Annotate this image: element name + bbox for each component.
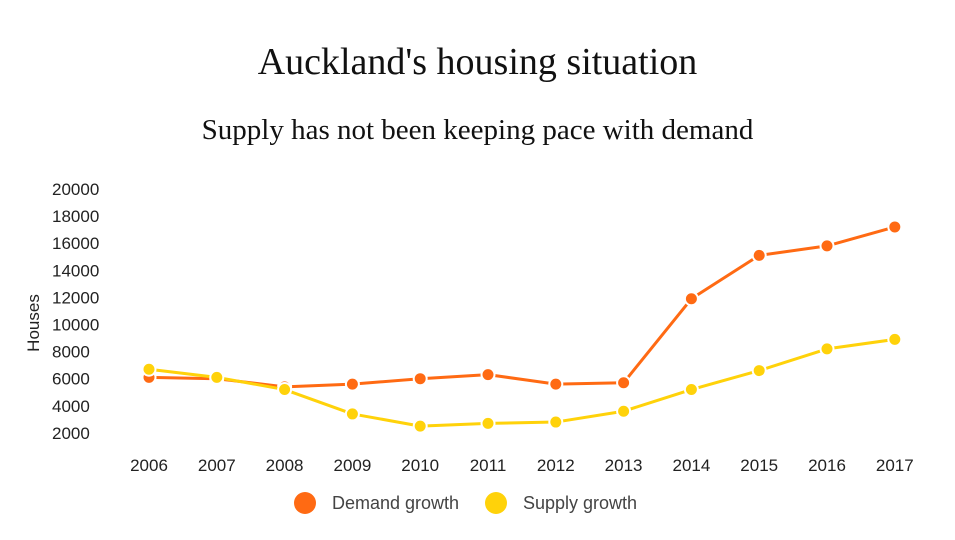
- data-point: [209, 369, 225, 385]
- data-point: [412, 371, 428, 387]
- data-point: [344, 406, 360, 422]
- data-point: [344, 376, 360, 392]
- y-tick-label: 10000: [52, 316, 99, 335]
- chart-subtitle: Supply has not been keeping pace with de…: [201, 114, 754, 146]
- data-point: [751, 363, 767, 379]
- legend-label: Supply growth: [523, 493, 637, 513]
- x-tick-label: 2014: [672, 456, 710, 475]
- data-point: [887, 331, 903, 347]
- x-tick-label: 2013: [605, 456, 643, 475]
- x-tick-label: 2010: [401, 456, 439, 475]
- series-group: [141, 219, 903, 434]
- y-axis: 2000 4000 6000 8000 10000 12000 14000 16000 1800…: [52, 180, 99, 443]
- chart-title: Auckland's housing situation: [257, 41, 698, 83]
- series-line: [148, 225, 896, 389]
- series-supply-growth: [141, 331, 903, 434]
- y-tick-label: 18000: [52, 207, 99, 226]
- data-point: [683, 291, 699, 307]
- data-point: [548, 376, 564, 392]
- y-tick-label: 12000: [52, 288, 99, 307]
- y-tick-label: 16000: [52, 234, 99, 253]
- legend: Demand growth Supply growth: [294, 492, 637, 514]
- legend-marker: [485, 492, 507, 514]
- x-tick-label: 2017: [876, 456, 914, 475]
- series-demand-growth: [141, 219, 903, 395]
- y-tick-label: 14000: [52, 261, 99, 280]
- data-point: [480, 415, 496, 431]
- data-point: [480, 367, 496, 383]
- data-point: [412, 418, 428, 434]
- x-tick-label: 2011: [470, 456, 507, 475]
- legend-label: Demand growth: [332, 493, 459, 513]
- data-point: [277, 382, 293, 398]
- x-tick-label: 2016: [808, 456, 846, 475]
- data-point: [616, 375, 632, 391]
- x-tick-label: 2012: [537, 456, 575, 475]
- data-point: [616, 403, 632, 419]
- x-tick-label: 2009: [333, 456, 371, 475]
- y-tick-label: 20000: [52, 180, 99, 199]
- y-tick-label: 4000: [52, 397, 90, 416]
- data-point: [141, 361, 157, 377]
- data-point: [819, 238, 835, 254]
- data-point: [887, 219, 903, 235]
- y-tick-label: 8000: [52, 343, 90, 362]
- y-axis-label: Houses: [24, 294, 43, 352]
- x-tick-label: 2008: [266, 456, 304, 475]
- data-point: [548, 414, 564, 430]
- x-tick-label: 2007: [198, 456, 236, 475]
- data-point: [683, 382, 699, 398]
- y-tick-label: 6000: [52, 370, 90, 389]
- legend-marker: [294, 492, 316, 514]
- y-tick-label: 2000: [52, 424, 90, 443]
- x-axis: 2006 2007 2008 2009 2010 2011 2012 2013 2014 2015…: [130, 456, 914, 475]
- series-line: [148, 337, 896, 428]
- x-tick-label: 2006: [130, 456, 168, 475]
- data-point: [819, 341, 835, 357]
- data-point: [751, 247, 767, 263]
- x-tick-label: 2015: [740, 456, 778, 475]
